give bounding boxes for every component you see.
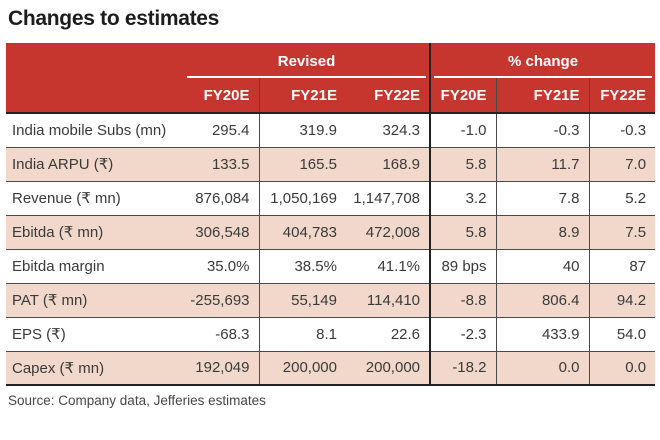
cell-value: 5.8: [430, 146, 497, 181]
cell-value: 7.5: [589, 214, 656, 249]
page-title: Changes to estimates: [8, 7, 220, 30]
cell-value: 200,000: [346, 350, 432, 385]
table-row: EPS (₹) -68.3 8.1 22.6 -2.3 433.9 54.0: [6, 316, 656, 351]
cell-value: 0.0: [589, 350, 656, 385]
cell-value: -2.3: [430, 316, 497, 351]
col-header-revised-fy22e: FY22E: [346, 78, 432, 114]
cell-value: 22.6: [346, 316, 432, 351]
cell-value: 1,050,169: [259, 180, 346, 215]
cell-value: -255,693: [184, 282, 260, 317]
cell-value: 319.9: [259, 112, 346, 147]
cell-value: 306,548: [184, 214, 260, 249]
cell-value: 133.5: [184, 146, 260, 181]
cell-value: 7.8: [496, 180, 590, 215]
row-label: EPS (₹): [6, 316, 184, 351]
table-header: Revised % change FY20E FY21E FY22E FY20E FY2…: [6, 43, 656, 114]
cell-value: 5.8: [430, 214, 497, 249]
col-header-revised-fy20e: FY20E: [184, 78, 260, 114]
col-header-pct-change-fy22e: FY22E: [589, 78, 656, 114]
col-header-pct-change-fy20e: FY20E: [430, 78, 497, 114]
cell-value: 0.0: [496, 350, 590, 385]
cell-value: 806.4: [496, 282, 590, 317]
cell-value: 472,008: [346, 214, 432, 249]
cell-value: 114,410: [346, 282, 432, 317]
table-body: India mobile Subs (mn) 295.4 319.9 324.3 -1.…: [6, 112, 656, 385]
source-note: Source: Company data, Jefferies estimate…: [8, 393, 266, 408]
cell-value: 55,149: [259, 282, 346, 317]
table-row: Ebitda (₹ mn) 306,548 404,783 472,008 5.8 8.9…: [6, 214, 656, 249]
row-label: Capex (₹ mn): [6, 350, 184, 385]
table-row: PAT (₹ mn) -255,693 55,149 114,410 -8.8 806.4…: [6, 282, 656, 317]
row-label: Revenue (₹ mn): [6, 180, 184, 215]
group-header-revised-label: Revised: [187, 50, 427, 78]
group-header-row: Revised % change: [6, 43, 656, 78]
cell-value: 168.9: [346, 146, 432, 181]
cell-value: 94.2: [589, 282, 656, 317]
cell-value: 1,147,708: [346, 180, 432, 215]
row-label: PAT (₹ mn): [6, 282, 184, 317]
estimates-table: Revised % change FY20E FY21E FY22E FY20E FY2…: [6, 43, 656, 386]
cell-value: 8.1: [259, 316, 346, 351]
cell-value: 192,049: [184, 350, 260, 385]
cell-value: 11.7: [496, 146, 590, 181]
cell-value: -0.3: [496, 112, 590, 147]
cell-value: 165.5: [259, 146, 346, 181]
cell-value: 433.9: [496, 316, 590, 351]
col-header-revised-fy21e: FY21E: [259, 78, 346, 114]
cell-value: 87: [589, 248, 656, 283]
cell-value: 200,000: [259, 350, 346, 385]
cell-value: 38.5%: [259, 248, 346, 283]
cell-value: 876,084: [184, 180, 260, 215]
cell-value: 89 bps: [430, 248, 497, 283]
row-label: Ebitda (₹ mn): [6, 214, 184, 249]
row-label: India mobile Subs (mn): [6, 112, 184, 147]
group-header-pct-change-label: % change: [434, 50, 653, 78]
row-label: Ebitda margin: [6, 248, 184, 283]
cell-value: 295.4: [184, 112, 260, 147]
col-header-pct-change-fy21e: FY21E: [496, 78, 590, 114]
table-row: Ebitda margin 35.0% 38.5% 41.1% 89 bps 40 87: [6, 248, 656, 283]
cell-value: -0.3: [589, 112, 656, 147]
cell-value: 324.3: [346, 112, 432, 147]
cell-value: -1.0: [430, 112, 497, 147]
table-row: Revenue (₹ mn) 876,084 1,050,169 1,147,708 3…: [6, 180, 656, 215]
cell-value: 404,783: [259, 214, 346, 249]
cell-value: 7.0: [589, 146, 656, 181]
group-header-revised: Revised: [184, 43, 432, 78]
cell-value: -8.8: [430, 282, 497, 317]
cell-value: 5.2: [589, 180, 656, 215]
cell-value: 54.0: [589, 316, 656, 351]
column-header-row: FY20E FY21E FY22E FY20E FY21E FY22E: [6, 78, 656, 114]
label-column-header-empty: [6, 78, 184, 114]
label-column-header: [6, 43, 184, 78]
cell-value: 40: [496, 248, 590, 283]
cell-value: 3.2: [430, 180, 497, 215]
table-row: Capex (₹ mn) 192,049 200,000 200,000 -18.2 0.…: [6, 350, 656, 385]
group-header-pct-change: % change: [430, 43, 656, 78]
row-label: India ARPU (₹): [6, 146, 184, 181]
table-row: India mobile Subs (mn) 295.4 319.9 324.3 -1.…: [6, 112, 656, 147]
cell-value: 8.9: [496, 214, 590, 249]
cell-value: 35.0%: [184, 248, 260, 283]
cell-value: -18.2: [430, 350, 497, 385]
cell-value: -68.3: [184, 316, 260, 351]
cell-value: 41.1%: [346, 248, 432, 283]
table-row: India ARPU (₹) 133.5 165.5 168.9 5.8 11.7 7.0: [6, 146, 656, 181]
